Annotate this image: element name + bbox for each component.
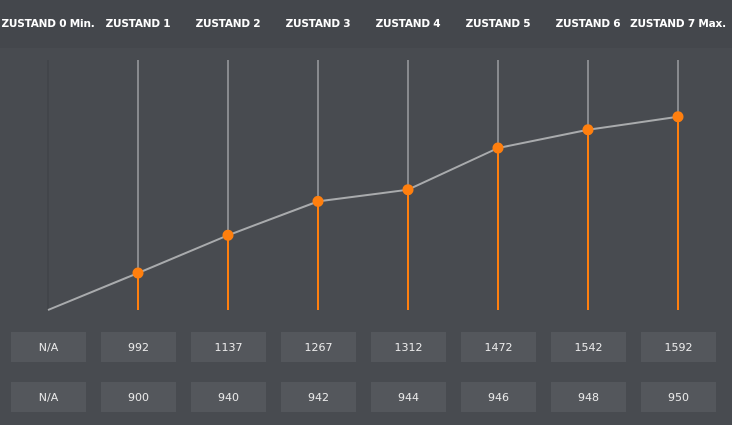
- data-point-3: [312, 195, 324, 207]
- value-cell-row2-0[interactable]: N/A: [11, 382, 86, 412]
- value-cell-row2-3[interactable]: 942: [281, 382, 356, 412]
- data-point-1: [132, 267, 144, 279]
- data-point-6: [582, 124, 594, 136]
- column-header-zustand-1[interactable]: ZUSTAND 1: [105, 18, 171, 30]
- data-point-4: [402, 184, 414, 196]
- value-cell-row2-1[interactable]: 900: [101, 382, 176, 412]
- value-cell-row1-1[interactable]: 992: [101, 332, 176, 362]
- column-header-zustand-5[interactable]: ZUSTAND 5: [465, 18, 531, 30]
- column-header-zustand-2[interactable]: ZUSTAND 2: [195, 18, 261, 30]
- column-header-zustand-0[interactable]: ZUSTAND 0 Min.: [1, 18, 95, 30]
- column-header-zustand-4[interactable]: ZUSTAND 4: [375, 18, 441, 30]
- column-header-zustand-3[interactable]: ZUSTAND 3: [285, 18, 351, 30]
- series-line: [47, 115, 679, 311]
- state-chart: [47, 60, 684, 311]
- value-cell-row1-0[interactable]: N/A: [11, 332, 86, 362]
- value-cell-row1-4[interactable]: 1312: [371, 332, 446, 362]
- value-cell-row2-4[interactable]: 944: [371, 382, 446, 412]
- value-cell-row1-7[interactable]: 1592: [641, 332, 716, 362]
- header-bar: ZUSTAND 0 Min. ZUSTAND 1 ZUSTAND 2 ZUSTA…: [0, 0, 732, 48]
- value-cell-row2-7[interactable]: 950: [641, 382, 716, 412]
- value-cell-row1-3[interactable]: 1267: [281, 332, 356, 362]
- value-cell-row2-2[interactable]: 940: [191, 382, 266, 412]
- column-header-zustand-6[interactable]: ZUSTAND 6: [555, 18, 621, 30]
- value-cell-row2-5[interactable]: 946: [461, 382, 536, 412]
- value-cell-row1-6[interactable]: 1542: [551, 332, 626, 362]
- value-cell-row1-2[interactable]: 1137: [191, 332, 266, 362]
- value-cell-row2-6[interactable]: 948: [551, 382, 626, 412]
- data-point-5: [492, 142, 504, 154]
- column-header-zustand-7[interactable]: ZUSTAND 7 Max.: [630, 18, 726, 30]
- value-cell-row1-5[interactable]: 1472: [461, 332, 536, 362]
- data-point-2: [222, 229, 234, 241]
- data-point-7: [672, 111, 684, 123]
